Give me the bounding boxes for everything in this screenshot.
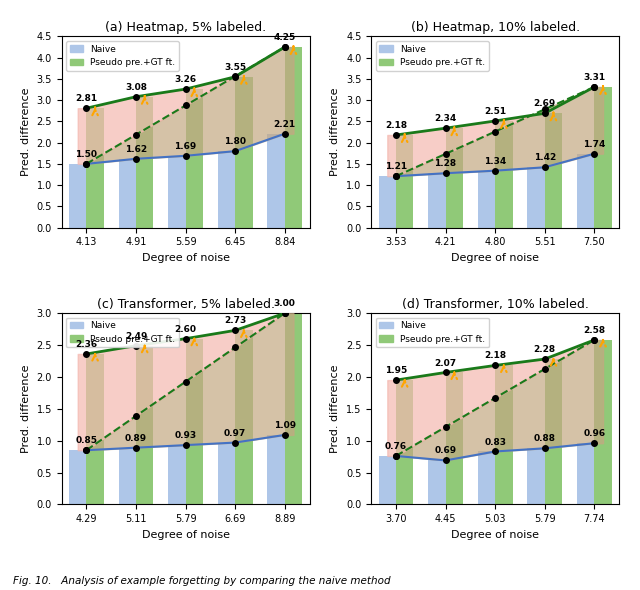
Text: 0.93: 0.93 [175, 431, 196, 440]
Bar [136, 97, 154, 228]
Bar [478, 171, 495, 228]
Text: 4.25: 4.25 [274, 33, 296, 42]
Bar [168, 445, 186, 504]
Title: (c) Transformer, 5% labeled.: (c) Transformer, 5% labeled. [97, 297, 275, 310]
Text: 3.00: 3.00 [274, 299, 296, 308]
Text: 1.95: 1.95 [385, 366, 407, 375]
Text: 0.85: 0.85 [76, 436, 97, 445]
Text: 0.76: 0.76 [385, 442, 407, 451]
Text: 2.28: 2.28 [534, 345, 556, 354]
Y-axis label: Pred. difference: Pred. difference [330, 88, 340, 176]
Text: 2.69: 2.69 [534, 99, 556, 109]
Bar [118, 159, 136, 228]
Bar [235, 330, 253, 504]
Text: 1.50: 1.50 [76, 150, 97, 159]
Bar [218, 442, 235, 504]
X-axis label: Degree of noise: Degree of noise [451, 530, 539, 540]
Bar [186, 89, 203, 228]
Text: 0.96: 0.96 [583, 430, 605, 438]
Bar [527, 168, 545, 228]
Bar [168, 156, 186, 228]
Bar [379, 176, 396, 228]
Text: 0.69: 0.69 [435, 447, 457, 455]
Text: 0.83: 0.83 [484, 438, 506, 447]
Text: 2.36: 2.36 [76, 340, 97, 349]
Bar [428, 173, 445, 228]
Bar [478, 451, 495, 504]
Bar [577, 443, 595, 504]
Title: (d) Transformer, 10% labeled.: (d) Transformer, 10% labeled. [402, 297, 589, 310]
Text: 2.60: 2.60 [175, 324, 196, 334]
Text: 3.26: 3.26 [175, 75, 196, 84]
Bar [118, 448, 136, 504]
Title: (b) Heatmap, 10% labeled.: (b) Heatmap, 10% labeled. [411, 21, 580, 34]
Bar [268, 134, 285, 228]
Bar [136, 346, 154, 504]
Text: 3.55: 3.55 [224, 63, 246, 72]
Text: 1.62: 1.62 [125, 145, 147, 154]
X-axis label: Degree of noise: Degree of noise [141, 530, 230, 540]
Text: 2.21: 2.21 [274, 120, 296, 129]
Bar [86, 354, 104, 504]
Bar [595, 340, 612, 504]
Text: 0.97: 0.97 [224, 428, 246, 438]
Text: 2.18: 2.18 [484, 352, 506, 360]
Text: 1.42: 1.42 [534, 153, 556, 162]
Text: 2.73: 2.73 [224, 316, 246, 326]
Text: 2.07: 2.07 [435, 359, 457, 368]
Text: 2.34: 2.34 [435, 114, 457, 123]
Text: 1.74: 1.74 [583, 140, 605, 149]
Y-axis label: Pred. difference: Pred. difference [21, 365, 31, 453]
Bar [268, 435, 285, 504]
Bar [428, 460, 445, 504]
Bar [396, 380, 413, 504]
Text: 2.49: 2.49 [125, 332, 147, 341]
Text: Fig. 10.   Analysis of example forgetting by comparing the naive method: Fig. 10. Analysis of example forgetting … [13, 576, 390, 586]
Bar [235, 77, 253, 228]
Text: 0.88: 0.88 [534, 434, 556, 443]
Text: 3.08: 3.08 [125, 83, 147, 92]
Text: 3.31: 3.31 [583, 73, 605, 82]
Bar [218, 151, 235, 228]
Text: 2.51: 2.51 [484, 107, 506, 116]
X-axis label: Degree of noise: Degree of noise [451, 253, 539, 263]
Bar [545, 359, 562, 504]
Bar [86, 108, 104, 228]
Legend: Naive, Pseudo pre.+GT ft.: Naive, Pseudo pre.+GT ft. [66, 41, 179, 71]
Bar [285, 313, 302, 504]
Legend: Naive, Pseudo pre.+GT ft.: Naive, Pseudo pre.+GT ft. [66, 317, 179, 348]
Bar [495, 121, 513, 228]
Bar [396, 135, 413, 228]
Y-axis label: Pred. difference: Pred. difference [330, 365, 340, 453]
Text: 0.89: 0.89 [125, 434, 147, 442]
Bar [445, 128, 463, 228]
Text: 1.09: 1.09 [274, 421, 296, 430]
Bar [445, 372, 463, 504]
Bar [186, 339, 203, 504]
Bar [577, 153, 595, 228]
Bar [595, 87, 612, 228]
Bar [495, 365, 513, 504]
Text: 1.28: 1.28 [435, 159, 457, 168]
Text: 2.81: 2.81 [76, 94, 97, 103]
Text: 1.21: 1.21 [385, 162, 407, 171]
Legend: Naive, Pseudo pre.+GT ft.: Naive, Pseudo pre.+GT ft. [376, 41, 489, 71]
Text: 2.58: 2.58 [583, 326, 605, 335]
Legend: Naive, Pseudo pre.+GT ft.: Naive, Pseudo pre.+GT ft. [376, 317, 489, 348]
Text: 1.34: 1.34 [484, 157, 506, 166]
Y-axis label: Pred. difference: Pred. difference [21, 88, 31, 176]
Bar [527, 448, 545, 504]
Bar [545, 113, 562, 228]
Bar [69, 164, 86, 228]
Bar [285, 47, 302, 228]
Bar [69, 450, 86, 504]
Bar [379, 456, 396, 504]
X-axis label: Degree of noise: Degree of noise [141, 253, 230, 263]
Text: 1.69: 1.69 [175, 142, 196, 151]
Text: 1.80: 1.80 [224, 137, 246, 146]
Title: (a) Heatmap, 5% labeled.: (a) Heatmap, 5% labeled. [105, 21, 266, 34]
Text: 2.18: 2.18 [385, 121, 407, 130]
